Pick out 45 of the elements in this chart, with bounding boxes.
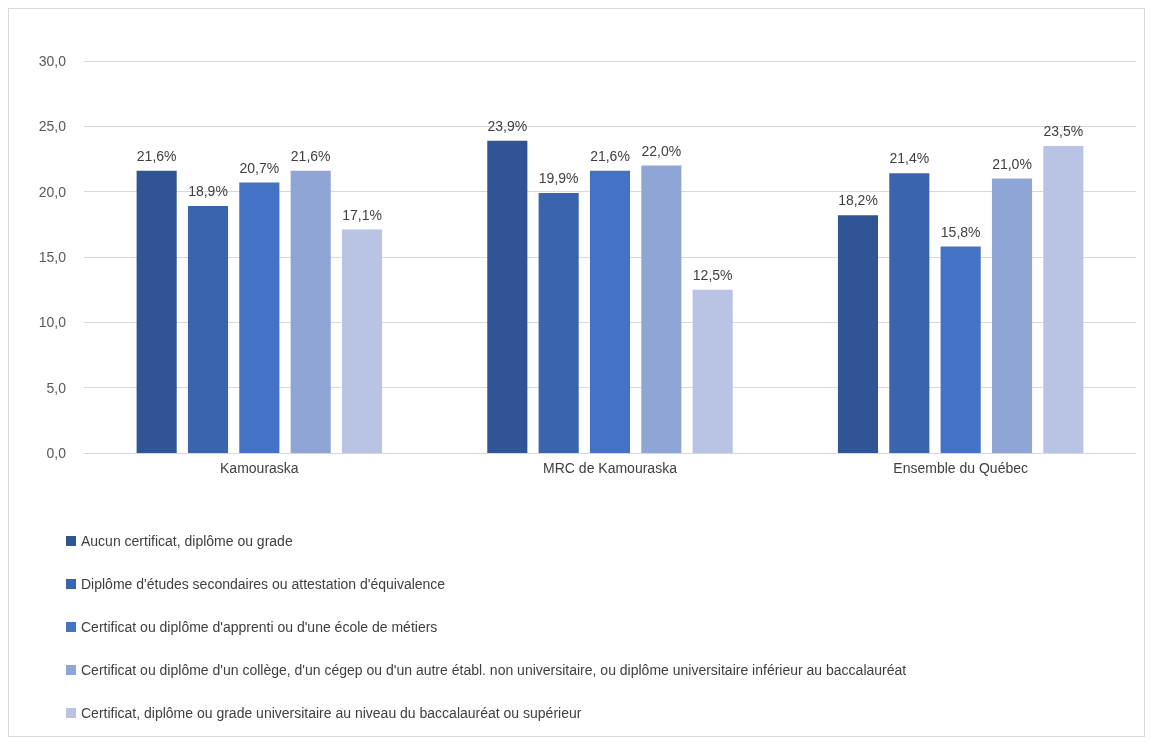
- x-tick-label: Ensemble du Québec: [893, 460, 1028, 476]
- data-label: 21,4%: [889, 150, 930, 167]
- y-tick-label: 30,0: [38, 53, 67, 69]
- bar: [187, 206, 229, 453]
- data-label: 21,6%: [590, 147, 630, 164]
- data-label: 22,0%: [641, 142, 682, 159]
- data-label: 12,5%: [692, 266, 733, 283]
- bar: [487, 140, 528, 453]
- legend-label: Certificat ou diplôme d'un collège, d'un cégep ou d'un autre établ. non universitaire, ou diplôme universitaire inférieur au baccalauréat: [81, 662, 907, 678]
- x-tick-label: MRC de Kamouraska: [543, 460, 678, 476]
- data-label: 18,2%: [838, 192, 878, 209]
- data-label: 20,7%: [239, 159, 280, 176]
- data-label: 19,9%: [538, 169, 579, 186]
- legend-label: Certificat, diplôme ou grade universitaire au niveau du baccalauréat ou supérieur: [81, 705, 582, 721]
- bar: [341, 229, 383, 453]
- y-tick-label: 0,0: [46, 445, 67, 461]
- bar: [692, 289, 733, 453]
- data-label: 21,0%: [992, 155, 1032, 172]
- data-label: 17,1%: [342, 206, 382, 223]
- bar: [538, 192, 579, 453]
- data-label: 18,9%: [188, 183, 228, 200]
- legend-label: Certificat ou diplôme d'apprenti ou d'une école de métiers: [81, 619, 438, 635]
- data-label: 21,6%: [290, 147, 331, 164]
- bar: [589, 170, 631, 453]
- y-tick-label: 10,0: [38, 314, 67, 331]
- bar: [290, 170, 331, 453]
- bar: [1043, 145, 1084, 453]
- bar: [239, 182, 280, 453]
- y-tick-label: 20,0: [38, 183, 67, 200]
- data-label: 21,6%: [136, 147, 177, 164]
- legend-label: Diplôme d'études secondaires ou attestation d'équivalence: [81, 576, 446, 592]
- y-tick-label: 25,0: [38, 118, 67, 135]
- data-label: 23,5%: [1043, 122, 1084, 139]
- bar: [837, 215, 879, 453]
- y-tick-label: 15,0: [38, 249, 67, 265]
- bar: [136, 170, 177, 453]
- legend-label: Aucun certificat, diplôme ou grade: [81, 533, 293, 549]
- y-tick-label: 5,0: [46, 379, 67, 396]
- bar: [991, 178, 1033, 453]
- bar: [940, 246, 981, 453]
- bar: [889, 173, 930, 453]
- data-label: 15,8%: [940, 223, 981, 240]
- data-label: 23,9%: [487, 117, 528, 134]
- x-tick-label: Kamouraska: [220, 460, 299, 476]
- bar: [641, 165, 682, 453]
